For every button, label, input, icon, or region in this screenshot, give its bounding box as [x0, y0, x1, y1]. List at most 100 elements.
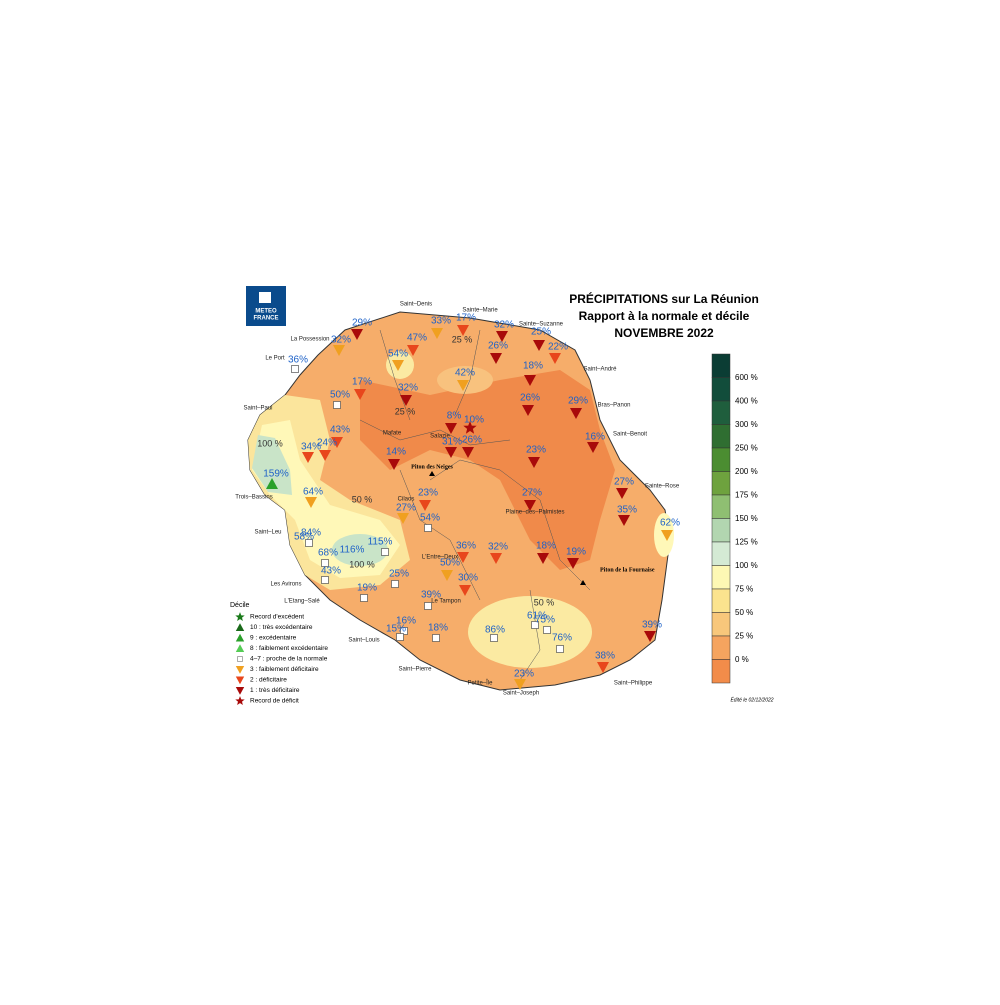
station-marker	[522, 405, 534, 416]
summit-marker	[429, 471, 435, 476]
station-marker	[567, 558, 579, 569]
station-marker	[235, 666, 245, 674]
station-marker	[524, 375, 536, 386]
station-value: 17%	[456, 313, 476, 324]
station-value: 38%	[595, 651, 615, 662]
place-name: Le Port	[265, 356, 285, 362]
colorbar-cell	[711, 635, 731, 660]
station-value: 116%	[340, 545, 365, 556]
station-value: 30%	[458, 573, 478, 584]
subtitle: Rapport à la normale et décile	[579, 309, 750, 323]
station-marker	[533, 340, 545, 351]
place-name: Plaine–des–Palmistes	[505, 510, 564, 516]
station-marker	[321, 559, 329, 567]
logo-text: METEO	[255, 309, 277, 315]
station-marker	[490, 553, 502, 564]
station-marker	[445, 447, 457, 458]
place-name: Les Avirons	[271, 582, 302, 588]
station-marker	[524, 500, 536, 511]
colorbar-cell	[711, 588, 731, 613]
station-marker	[616, 488, 628, 499]
place-name: Sainte–Suzanne	[519, 322, 564, 328]
station-value: 25%	[531, 327, 551, 338]
station-value: 84%	[301, 528, 321, 539]
station-value: 26%	[488, 341, 508, 352]
station-value: 26%	[462, 435, 482, 446]
station-value: 27%	[614, 477, 634, 488]
station-value: 64%	[303, 487, 323, 498]
place-name: Sainte–Rose	[645, 484, 680, 490]
station-value: 17%	[352, 377, 372, 388]
colorbar-label: 75 %	[735, 585, 753, 594]
station-value: 18%	[523, 361, 543, 372]
colorbar-cell	[711, 377, 731, 402]
colorbar-label: 100 %	[735, 561, 758, 570]
station-value: 47%	[407, 333, 427, 344]
station-marker	[400, 395, 412, 406]
station-marker	[618, 515, 630, 526]
station-marker	[266, 478, 278, 489]
station-marker	[305, 497, 317, 508]
station-value: 14%	[386, 447, 406, 458]
station-value: 15%	[386, 624, 406, 635]
station-marker	[459, 585, 471, 596]
place-name: Saint–Louis	[348, 638, 379, 644]
colorbar-label: 300 %	[735, 420, 758, 429]
station-marker	[463, 421, 477, 434]
station-marker	[597, 662, 609, 673]
zone-green	[252, 435, 292, 495]
station-value: 50%	[440, 558, 460, 569]
place-name: L'Etang–Salé	[284, 599, 320, 605]
station-marker	[496, 331, 508, 342]
colorbar-cell	[711, 518, 731, 543]
station-value: 159%	[263, 469, 289, 480]
place-name: L'Entre–Deux	[422, 555, 458, 561]
legend-item: Record d'excédent	[250, 614, 304, 621]
station-marker	[570, 408, 582, 419]
place-name: Mafate	[383, 431, 402, 437]
station-value: 68%	[318, 548, 338, 559]
station-marker	[302, 452, 314, 463]
station-marker	[543, 626, 551, 634]
contour-label: 100 %	[349, 559, 375, 569]
station-marker	[457, 552, 469, 563]
station-value: 31%	[442, 437, 462, 448]
station-marker	[587, 442, 599, 453]
station-value: 36%	[288, 355, 308, 366]
station-marker	[441, 570, 453, 581]
station-marker	[424, 602, 432, 610]
legend-item: 2 : déficitaire	[250, 677, 287, 684]
place-name: Saint–Leu	[254, 530, 281, 536]
station-marker	[235, 612, 245, 621]
station-marker	[445, 423, 457, 434]
station-value: 86%	[485, 625, 505, 636]
footer: Édité le 02/12/2022	[730, 696, 773, 703]
station-value: 34%	[301, 442, 321, 453]
station-marker	[392, 360, 404, 371]
station-value: 23%	[526, 445, 546, 456]
place-name: Sainte–Marie	[462, 308, 498, 314]
ridge	[359, 329, 591, 681]
station-value: 26%	[520, 393, 540, 404]
station-value: 75%	[535, 615, 555, 626]
colorbar-cell	[711, 612, 731, 637]
colorbar-cell	[711, 353, 731, 378]
station-marker	[354, 389, 366, 400]
station-marker	[291, 365, 299, 373]
legend-item: 10 : très excédentaire	[250, 624, 313, 631]
station-value: 76%	[552, 633, 572, 644]
station-value: 18%	[536, 541, 556, 552]
colorbar-label: 200 %	[735, 467, 758, 476]
place-name: Saint–André	[583, 367, 617, 373]
contour-label: 25 %	[452, 334, 473, 344]
station-marker	[531, 621, 539, 629]
station-value: 62%	[660, 518, 680, 529]
station-value: 50%	[330, 390, 350, 401]
station-marker	[644, 631, 656, 642]
summit-marker	[580, 580, 586, 585]
station-marker	[381, 548, 389, 556]
contour-label: 50 %	[534, 597, 555, 607]
colorbar-label: 600 %	[735, 373, 758, 382]
legend-item: 9 : excédentaire	[250, 635, 297, 642]
